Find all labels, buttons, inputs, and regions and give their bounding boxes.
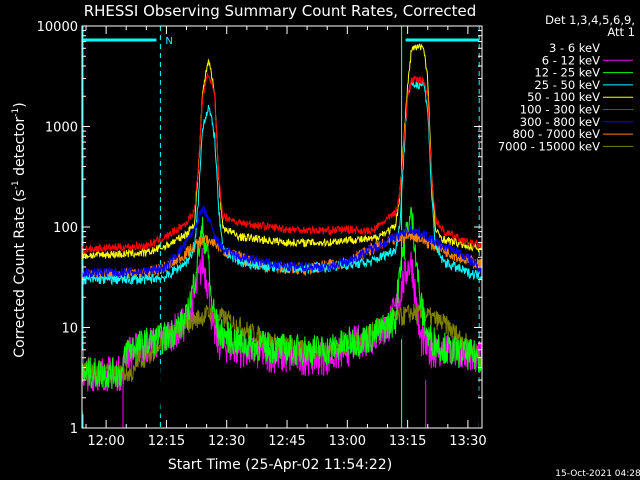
series-12-25-line [81,206,483,389]
series-300-800-line [81,205,483,278]
legend-label: 25 - 50 keV [534,78,600,92]
x-tick-label: 13:30 [449,434,486,449]
legend-label: 300 - 800 keV [520,115,600,129]
y-tick-label: 1000 [45,121,78,136]
plot-area: N [81,26,483,429]
legend-label: 3 - 6 keV [549,41,600,55]
y-tick-label: 10000 [37,20,78,35]
axes: 1 10 100 1000 10000 12:00 12:15 12:30 12:45 13:00… [37,20,487,449]
legend-label: 7000 - 15000 keV [498,139,600,153]
legend-header: Det 1,3,4,5,6,9, [545,13,635,27]
series-50-100-line [81,43,483,260]
x-tick-label: 12:30 [208,434,245,449]
x-axis-label: Start Time (25-Apr-02 11:54:22) [168,457,392,473]
y-axis-label-mid: detector [12,117,28,181]
legend-label: 100 - 300 keV [520,103,600,117]
timestamp: 15-Oct-2021 04:28 [555,469,640,479]
y-axis-label-end: ) [12,102,28,107]
legend-header: Att 1 [607,25,635,39]
y-axis-label: Corrected Count Rate (s-1 detector-1) [11,102,28,357]
series-25-50-line [81,79,483,286]
legend-label: 6 - 12 keV [542,53,600,67]
y-tick-label: 10 [61,322,78,337]
night-marker-label: N [165,36,172,47]
legend-label: 800 - 7000 keV [512,127,600,141]
y-axis-label-main: Corrected Count Rate (s [12,189,28,357]
x-tick-label: 13:15 [389,434,426,449]
legend-label: 50 - 100 keV [527,90,600,104]
legend-label: 12 - 25 keV [534,66,600,80]
y-tick-label: 1 [70,422,78,437]
y-axis-label-sup2: -1 [11,108,21,117]
y-tick-label: 100 [53,221,78,236]
x-tick-label: 13:00 [329,434,366,449]
y-axis-label-sup1: -1 [11,180,21,189]
x-tick-label: 12:15 [148,434,185,449]
x-tick-label: 12:45 [268,434,305,449]
series-100-300-line [81,72,483,254]
x-tick-label: 12:00 [87,434,124,449]
chart-title: RHESSI Observing Summary Count Rates, Co… [84,2,477,20]
